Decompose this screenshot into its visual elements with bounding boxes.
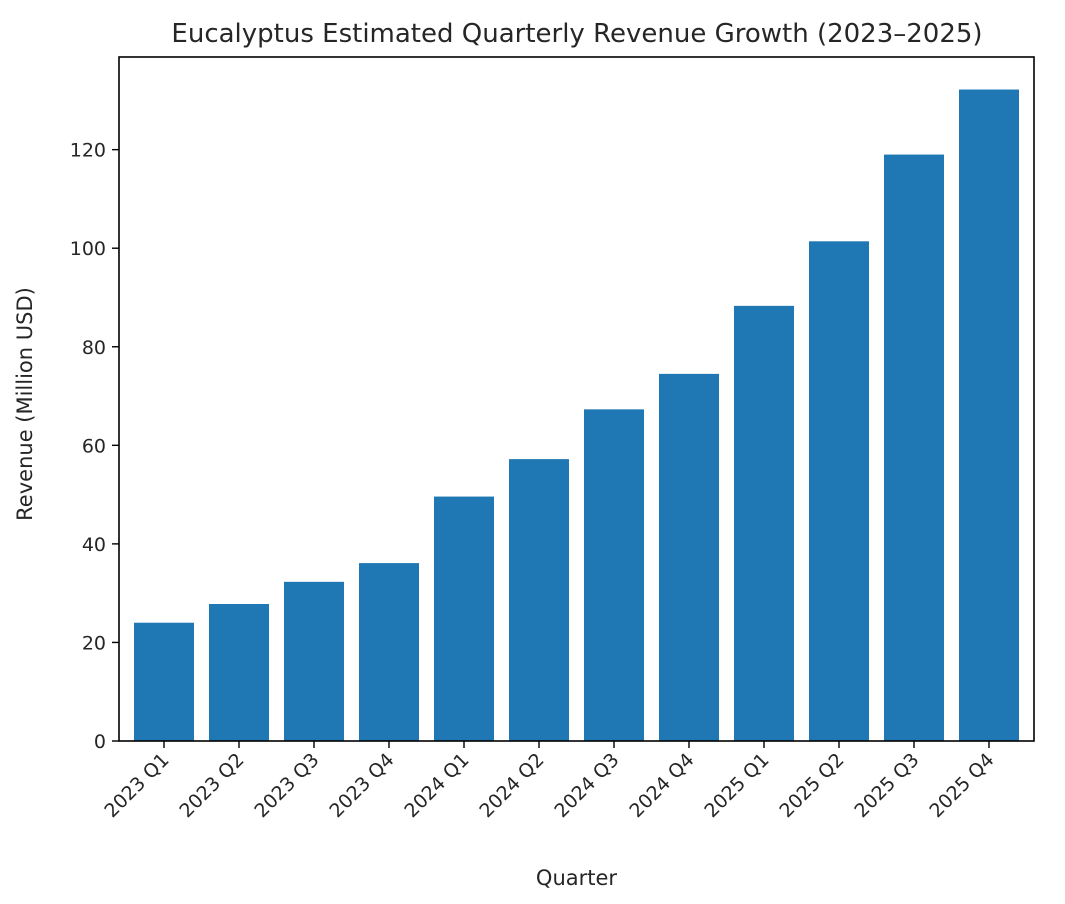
- y-axis: 0 20 40 60 80 100 120: [70, 140, 119, 753]
- bars-group: [134, 89, 1019, 742]
- y-tick-label: 20: [82, 632, 106, 654]
- y-tick-label: 40: [82, 534, 106, 556]
- bar-2025-q4: [959, 89, 1019, 742]
- bar-2024-q1: [434, 496, 494, 741]
- bar-2023-q3: [284, 581, 344, 741]
- y-tick-label: 120: [70, 140, 106, 162]
- plot-frame: [118, 56, 1035, 742]
- chart-title: Eucalyptus Estimated Quarterly Revenue G…: [171, 19, 982, 49]
- y-tick-label: 0: [94, 731, 106, 753]
- bar-2023-q1: [134, 622, 194, 741]
- bar-2023-q4: [359, 563, 419, 741]
- x-axis-label: Quarter: [536, 866, 617, 890]
- bar-2024-q3: [584, 409, 644, 741]
- y-axis-label: Revenue (Million USD): [13, 287, 37, 521]
- bar-2025-q3: [884, 154, 944, 741]
- bar-2025-q2: [809, 241, 869, 741]
- y-tick-label: 80: [82, 337, 106, 359]
- bar-2024-q2: [509, 459, 569, 741]
- bar-2024-q4: [659, 373, 719, 741]
- bar-2023-q2: [209, 604, 269, 741]
- bar-2025-q1: [734, 305, 794, 741]
- y-tick-label: 60: [82, 435, 106, 457]
- y-tick-label: 100: [70, 238, 106, 260]
